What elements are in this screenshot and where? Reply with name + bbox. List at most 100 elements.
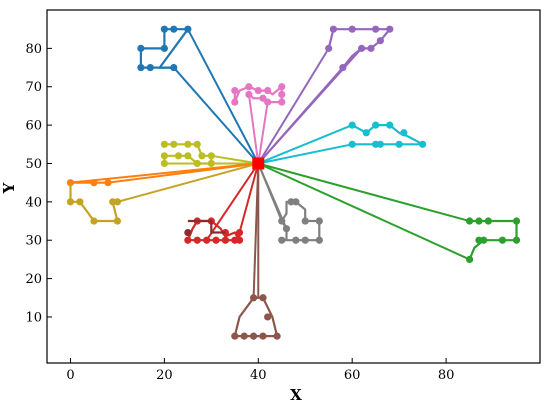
series-5-point-2 [104, 179, 112, 187]
chart-axes: 0 20 40 60 80 10 20 30 40 50 60 70 80 [25, 9, 541, 383]
series-6-point-3 [113, 217, 122, 225]
series-11-spoke-0 [258, 162, 470, 222]
series-6-point-2 [90, 217, 98, 225]
series-6-point-1 [76, 198, 84, 206]
series-5-point-0 [66, 179, 75, 187]
series-4-point-2 [184, 140, 192, 148]
series-7-point-2 [203, 236, 211, 244]
series-10-point-1 [240, 332, 248, 340]
y-tick-label-5: 60 [25, 119, 42, 134]
series-1 [257, 25, 394, 165]
series-6-point-0 [66, 198, 75, 206]
series-9-point-8 [278, 217, 286, 225]
series-9-point-1 [292, 236, 300, 244]
series-8 [184, 219, 226, 237]
series-5-spoke-1 [107, 162, 259, 184]
y-tick-label-4: 50 [25, 157, 42, 172]
series-4-point-8 [184, 152, 192, 160]
series-10-outline [233, 296, 279, 338]
series-2-spoke-0 [247, 94, 260, 164]
series-7 [184, 162, 260, 244]
x-tick-label-2: 40 [250, 368, 267, 383]
series-2-point-10 [245, 90, 253, 99]
plot-frame [46, 9, 541, 364]
y-tick-label-0: 10 [25, 310, 42, 325]
series-10-point-3 [259, 332, 267, 340]
series-0-point-5 [137, 63, 145, 72]
y-tick-label-7: 80 [25, 42, 42, 57]
series-2-point-7 [278, 98, 286, 106]
series-10-point-5 [264, 313, 272, 321]
series-3-point-6 [386, 121, 394, 129]
x-tick-label-1: 20 [156, 368, 173, 383]
series-1-point-6 [367, 44, 375, 52]
series-2-point-1 [231, 98, 239, 106]
series-10-point-2 [249, 332, 258, 340]
y-tick-label-3: 40 [25, 195, 42, 210]
series-2-point-2 [245, 83, 253, 91]
series-5-point-1 [90, 179, 98, 187]
series-7-point-0 [184, 236, 192, 244]
series-4-point-11 [160, 159, 168, 168]
series-0-point-0 [137, 44, 145, 52]
series-1-spoke-0 [257, 47, 330, 165]
series-6-spoke-0 [117, 162, 259, 203]
series-0-point-1 [160, 44, 168, 52]
series-7-point-10 [221, 228, 230, 237]
series-11-point-0 [465, 217, 474, 225]
series-2-point-9 [259, 94, 267, 102]
series-2-spoke-1 [257, 101, 269, 164]
series-7-point-4 [221, 236, 230, 244]
series-11-point-3 [512, 217, 521, 225]
series-11-point-7 [475, 236, 483, 244]
series-2 [231, 83, 286, 164]
series-4-point-10 [160, 152, 168, 160]
series-4-point-0 [160, 140, 168, 148]
series-9-point-0 [278, 236, 286, 244]
series-3-point-4 [419, 140, 427, 148]
series-1-point-8 [339, 63, 347, 72]
series-7-spoke-1 [238, 163, 260, 233]
series-0-point-3 [170, 25, 178, 33]
series-9-spoke-1 [257, 163, 283, 222]
series-3-point-0 [348, 140, 356, 148]
series-10-point-4 [273, 332, 281, 340]
series-11-outline [468, 219, 518, 260]
series-0-point-4 [184, 25, 192, 33]
series-7-point-3 [212, 236, 220, 244]
series-0-point-2 [160, 25, 168, 33]
series-1-point-2 [348, 25, 356, 33]
series-3-point-9 [348, 121, 356, 129]
series-2-point-0 [231, 86, 239, 95]
series-10-point-0 [231, 332, 239, 340]
x-axis-title: X [290, 386, 302, 404]
series-4-point-4 [198, 152, 206, 160]
series-2-point-4 [264, 86, 272, 95]
y-tick-label-2: 30 [25, 234, 42, 249]
series-2-point-6 [278, 90, 286, 99]
series-11-spoke-1 [257, 162, 470, 261]
series-2-point-5 [278, 83, 286, 91]
series-0-spoke-0 [186, 28, 260, 164]
series-7-point-1 [193, 236, 201, 244]
series-8-outline [187, 219, 226, 234]
series-0-edge-0 [139, 48, 174, 69]
series-7-point-6 [235, 236, 244, 244]
y-tick-label-6: 70 [25, 80, 42, 95]
series-9-point-2 [301, 236, 309, 244]
series-4-point-3 [193, 140, 201, 148]
series-3-point-7 [372, 121, 380, 129]
series-3-spoke-1 [258, 143, 353, 165]
series-9-point-7 [287, 198, 295, 206]
series-3 [257, 121, 427, 165]
series-1-point-0 [325, 44, 333, 52]
series-3-point-2 [376, 140, 384, 148]
series-4-point-7 [193, 159, 201, 168]
series-9-outline [280, 200, 321, 242]
series-1-outline [327, 28, 391, 69]
series-9-point-3 [315, 236, 323, 244]
series-4-point-5 [207, 152, 215, 160]
x-tick-label-4: 80 [438, 368, 455, 383]
y-tick-label-1: 20 [25, 272, 42, 287]
